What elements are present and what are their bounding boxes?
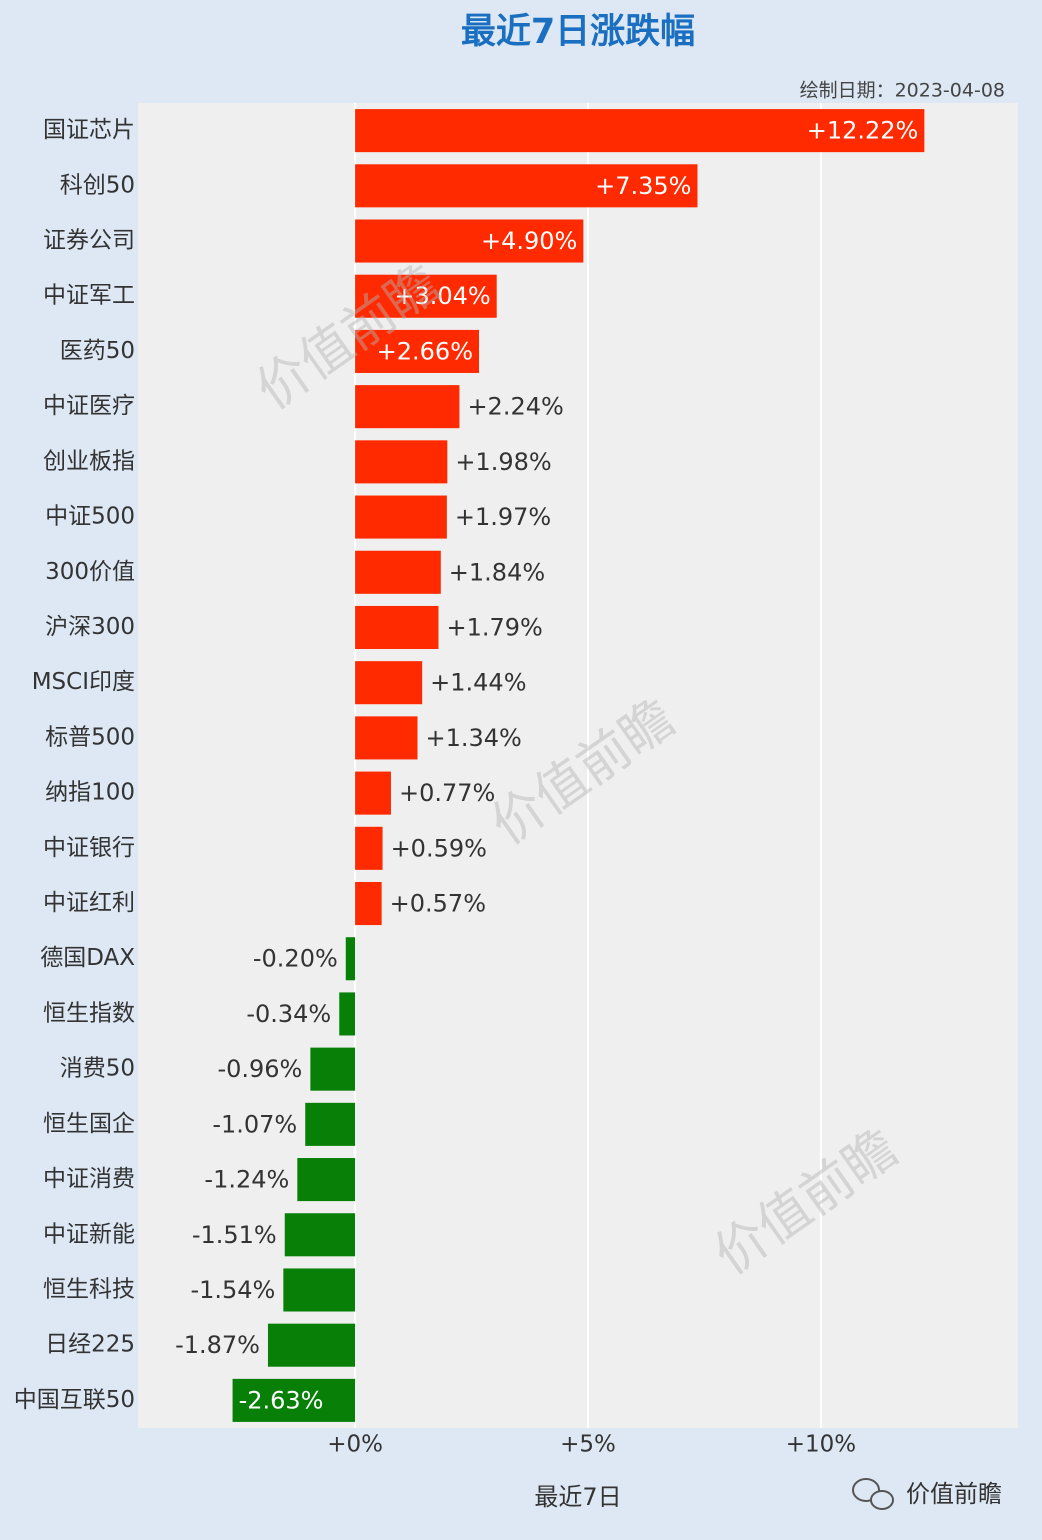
bars: +12.22% +7.35% +4.90% +3.04% +2.66% +2.24% +1.…	[175, 109, 925, 1422]
bar	[283, 1268, 356, 1312]
bar	[305, 1102, 356, 1146]
y-tick-label: 300价值	[45, 559, 135, 585]
bar	[355, 385, 460, 429]
bar	[355, 881, 382, 926]
bar	[284, 1213, 356, 1257]
brand: 价值前瞻	[906, 1480, 1002, 1508]
value-label: -1.51%	[192, 1221, 277, 1249]
x-tick-label: +5%	[560, 1432, 616, 1458]
bar	[232, 1378, 356, 1422]
y-tick-label: 中证银行	[43, 835, 135, 861]
value-label: -1.54%	[190, 1276, 275, 1304]
value-label: +1.84%	[449, 558, 545, 586]
y-tick-label: 中证500	[45, 504, 135, 530]
value-label: +1.98%	[455, 448, 551, 476]
bar	[345, 937, 356, 981]
value-label: +0.59%	[391, 834, 487, 862]
value-label: +7.35%	[595, 172, 691, 200]
y-tick-label: 创业板指	[43, 448, 135, 474]
value-label: +0.77%	[399, 779, 495, 807]
bar	[355, 771, 391, 815]
value-label: +12.22%	[807, 117, 919, 145]
bar	[355, 661, 423, 705]
value-label: +1.44%	[430, 669, 526, 697]
bar	[355, 164, 698, 208]
bar	[355, 109, 925, 153]
bar	[355, 716, 418, 760]
y-tick-label: 恒生指数	[43, 1000, 135, 1026]
value-label: -1.24%	[204, 1166, 289, 1194]
y-tick-label: 证券公司	[43, 228, 135, 254]
bar	[310, 1047, 356, 1091]
value-label: -1.87%	[175, 1331, 260, 1359]
bar	[355, 605, 439, 650]
y-tick-label: MSCI印度	[32, 669, 135, 695]
y-tick-label: 中证医疗	[43, 393, 135, 419]
brand-logo: 价值前瞻	[852, 1478, 1002, 1510]
logo-bubble	[870, 1490, 894, 1510]
value-label: +1.97%	[455, 503, 551, 531]
value-label: +3.04%	[394, 282, 490, 310]
bar	[355, 826, 383, 870]
value-label: -0.96%	[217, 1055, 302, 1083]
y-tick-label: 中证消费	[43, 1166, 135, 1192]
y-tick-label: 消费50	[60, 1056, 135, 1082]
grid	[354, 103, 822, 1428]
bar	[355, 274, 497, 318]
value-label: -0.20%	[253, 945, 338, 973]
bar	[339, 992, 356, 1036]
x-axis-label: 最近7日	[534, 1483, 621, 1511]
y-tick-label: 中国互联50	[14, 1387, 135, 1413]
y-tick-label: 中证红利	[43, 890, 135, 916]
y-tick-label: 科创50	[60, 172, 135, 198]
value-label: +2.66%	[377, 337, 473, 365]
value-label: +1.79%	[446, 613, 542, 641]
plot-area	[138, 103, 1018, 1428]
value-label: -0.34%	[246, 1000, 331, 1028]
logo-bubble	[852, 1478, 880, 1502]
y-tick-label: 中证新能	[43, 1221, 135, 1247]
bar	[355, 550, 441, 594]
bar	[355, 440, 448, 484]
value-label: +2.24%	[467, 393, 563, 421]
y-tick-label: 沪深300	[45, 614, 135, 640]
y-tick-label: 日经225	[45, 1332, 135, 1358]
y-tick-label: 恒生国企	[43, 1111, 135, 1137]
x-tick-label: +0%	[327, 1432, 383, 1458]
y-tick-label: 德国DAX	[40, 945, 135, 971]
y-tick-label: 恒生科技	[43, 1276, 135, 1302]
bar	[267, 1323, 356, 1367]
x-tick-label: +10%	[786, 1432, 856, 1458]
chart-title: 最近7日涨跌幅	[461, 12, 695, 52]
value-label: -2.63%	[239, 1386, 324, 1414]
subtitle: 绘制日期：2023-04-08	[800, 80, 1005, 102]
y-tick-label: 标普500	[45, 724, 135, 750]
y-tick-label: 纳指100	[45, 780, 135, 806]
bar	[355, 219, 584, 263]
bar	[297, 1158, 356, 1202]
y-tick-label: 国证芯片	[43, 117, 135, 143]
y-tick-label: 中证军工	[43, 283, 135, 309]
value-label: +1.34%	[426, 724, 522, 752]
value-label: -1.07%	[212, 1110, 297, 1138]
value-label: +0.57%	[390, 890, 486, 918]
bar	[355, 329, 480, 373]
y-tick-label: 医药50	[60, 338, 135, 364]
value-label: +4.90%	[481, 227, 577, 255]
bar	[355, 495, 447, 539]
